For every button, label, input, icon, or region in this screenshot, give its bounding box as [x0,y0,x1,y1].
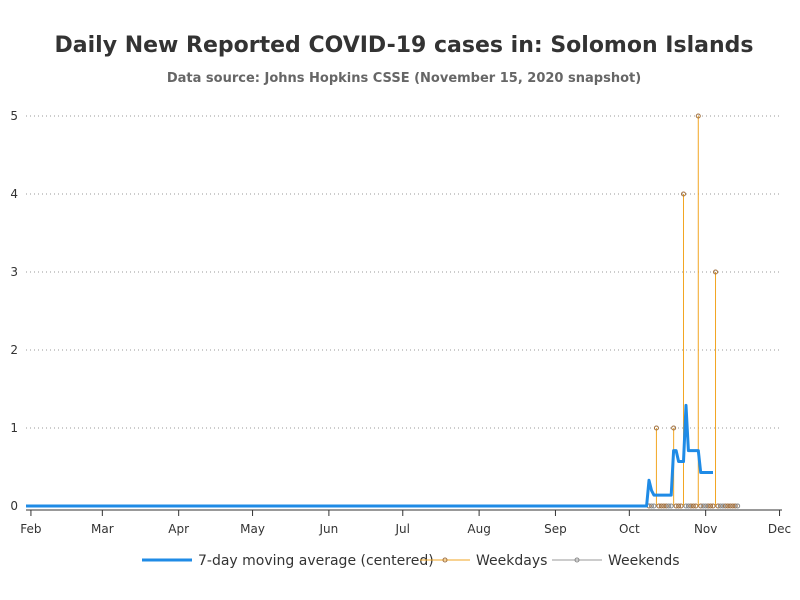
x-tick-label: Apr [168,522,189,536]
marker-weekends [717,503,723,509]
marker-weekdays [725,503,731,509]
chart-title: Daily New Reported COVID-19 cases in: So… [55,33,754,58]
marker-weekdays [705,503,711,509]
marker-weekdays [695,113,701,119]
marker-weekdays [722,503,728,509]
marker-weekends [700,503,706,509]
marker-weekdays [715,503,721,509]
legend-label: 7-day moving average (centered) [198,553,434,569]
x-tick-label: Feb [20,522,41,536]
x-tick-label: Jul [395,522,410,536]
marker-weekdays [671,425,677,431]
marker-weekdays [673,503,679,509]
legend-label: Weekdays [476,553,547,569]
marker-weekends [720,503,726,509]
x-tick-label: May [240,522,265,536]
x-tick-label: Aug [467,522,490,536]
legend-label: Weekends [608,553,680,569]
marker-weekends [703,503,709,509]
marker-weekends [683,503,689,509]
marker-weekdays [732,503,738,509]
marker-weekends [648,503,654,509]
marker-weekdays [698,503,704,509]
marker-weekdays [730,503,736,509]
legend-marker [442,557,448,563]
y-tick-label: 2 [10,343,18,357]
needle-layer [646,113,741,509]
marker-weekdays [661,503,667,509]
y-tick-label: 5 [10,109,18,123]
y-tick-label: 3 [10,265,18,279]
marker-weekdays [680,191,686,197]
x-tick-label: Sep [544,522,567,536]
grid-layer [26,115,782,429]
marker-weekdays [727,503,733,509]
x-tick-label: Nov [694,522,717,536]
marker-weekends [668,503,674,509]
marker-weekends [685,503,691,509]
marker-weekdays [663,503,669,509]
marker-weekdays [688,503,694,509]
x-tick-label: Mar [91,522,114,536]
marker-weekends [651,503,657,509]
y-tick-label: 4 [10,187,18,201]
axis-layer: 0 1 2 3 4 5 Feb Mar Apr May Jun Jul Aug Sep Oct Nov Dec [10,109,791,536]
x-tick-label: Dec [768,522,791,536]
y-tick-label: 0 [10,499,18,513]
legend: 7-day moving average (centered) Weekdays W… [142,553,680,569]
line-layer [26,403,713,508]
marker-weekdays [658,503,664,509]
marker-weekdays [676,503,682,509]
legend-marker [574,557,580,563]
moving-average-line [26,403,713,508]
x-tick-label: Oct [619,522,640,536]
marker-weekdays [653,425,659,431]
marker-weekdays [656,503,662,509]
marker-weekends [735,503,741,509]
marker-weekdays [690,503,696,509]
marker-weekdays [708,503,714,509]
marker-weekends [666,503,672,509]
y-tick-label: 1 [10,421,18,435]
chart-subtitle: Data source: Johns Hopkins CSSE (Novembe… [167,71,641,86]
x-tick-label: Jun [319,522,339,536]
marker-weekdays [713,269,719,275]
